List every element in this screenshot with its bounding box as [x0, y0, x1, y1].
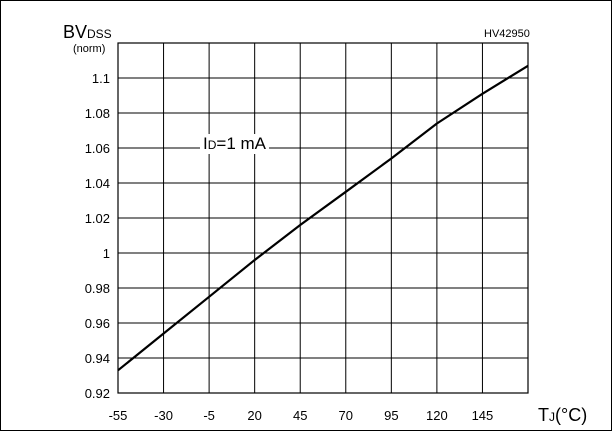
y-tick-label: 1.04	[85, 176, 110, 191]
series-line	[117, 64, 529, 372]
y-tick-label: 1.02	[85, 211, 110, 226]
plot-area-border	[117, 42, 529, 394]
x-tick-label: 45	[293, 408, 307, 423]
y-tick-label: 1	[103, 246, 110, 261]
x-tick-label: 145	[472, 408, 494, 423]
y-tick-label: 1.1	[92, 71, 110, 86]
x-tick-label: -5	[203, 408, 215, 423]
y-axis-label: BVDSS	[63, 22, 112, 42]
y-tick-label: 0.98	[85, 281, 110, 296]
figure-code: HV42950	[484, 28, 530, 40]
x-tick-label: 95	[384, 408, 398, 423]
y-tick-label: 0.94	[85, 351, 110, 366]
x-tick-label: -30	[154, 408, 173, 423]
y-tick-label: 1.06	[85, 141, 110, 156]
y-tick-label: 1.08	[85, 106, 110, 121]
x-axis-label: TJ(°C)	[538, 405, 588, 425]
x-tick-label: 20	[247, 408, 261, 423]
y-tick-label: 0.96	[85, 316, 110, 331]
x-tick-label: 120	[426, 408, 448, 423]
y-axis-unit: (norm)	[73, 43, 106, 55]
y-tick-label: 0.92	[85, 386, 110, 401]
x-tick-label: -55	[109, 408, 128, 423]
x-tick-label: 70	[339, 408, 353, 423]
condition-annotation: ID=1 mA	[200, 134, 270, 154]
